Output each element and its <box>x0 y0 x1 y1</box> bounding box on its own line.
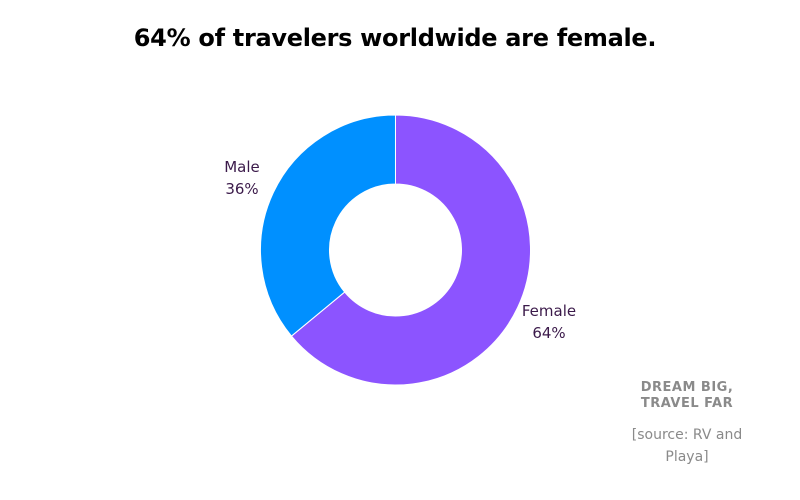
female-label-value: 64% <box>532 324 566 342</box>
brand-line-1: DREAM BIG, <box>640 380 734 395</box>
brand-tagline: DREAM BIG, TRAVEL FAR <box>612 380 762 412</box>
male-label-value: 36% <box>225 180 259 198</box>
female-label-name: Female <box>521 302 577 320</box>
donut-segment-female <box>290 114 531 386</box>
source-line-1: [source: RV and <box>631 427 743 443</box>
brand-line-2: TRAVEL FAR <box>640 396 734 411</box>
source-line-2: Playa] <box>665 449 709 465</box>
female-label: Female 64% <box>512 300 586 344</box>
chart-title: 64% of travelers worldwide are female. <box>133 24 657 52</box>
source-note: [source: RV and Playa] <box>612 424 762 468</box>
male-label: Male 36% <box>212 156 272 200</box>
male-label-name: Male <box>224 158 260 176</box>
donut-segment-male <box>260 114 396 337</box>
